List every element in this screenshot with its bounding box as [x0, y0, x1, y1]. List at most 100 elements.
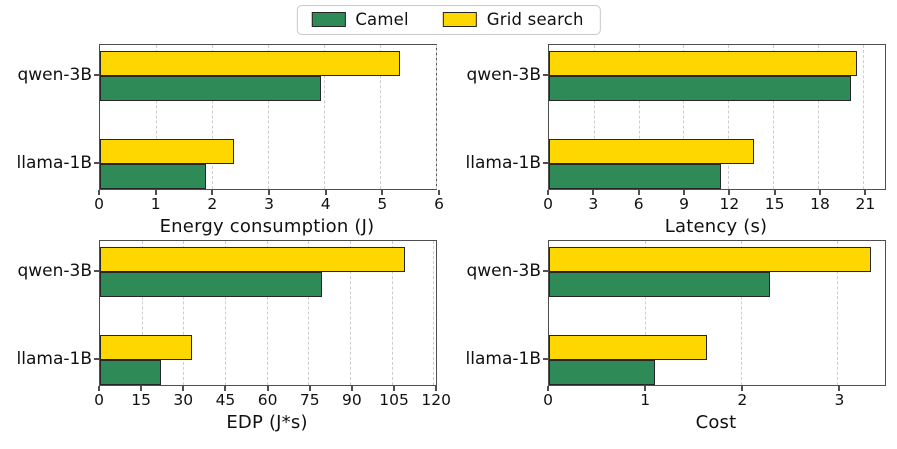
bar-grid-search-qwen-3B — [549, 51, 857, 76]
gridline — [593, 45, 595, 189]
bar-camel-llama-1B — [100, 164, 207, 189]
gridline — [349, 241, 351, 385]
xtick-mark — [268, 190, 270, 195]
xtick-mark — [683, 190, 685, 195]
x-axis-latency: 0 3 6 9 12 15 18 21 — [543, 190, 888, 214]
xtick-label-0: 0 — [543, 195, 553, 213]
gridline — [817, 45, 819, 189]
gridline — [645, 241, 646, 385]
gridline — [433, 241, 435, 385]
gridline — [324, 45, 325, 189]
ytick-mark — [94, 162, 99, 164]
bar-grid-search-llama-1B — [100, 335, 192, 360]
legend-item-grid-search: Grid search — [442, 10, 584, 29]
ytick-label-llama-1B: llama-1B — [465, 349, 541, 369]
ytick-label-qwen-3B: qwen-3B — [466, 65, 541, 85]
gridline — [638, 45, 640, 189]
xtick-label-15: 15 — [131, 391, 152, 409]
bar-grid-search-qwen-3B — [100, 247, 406, 272]
x-axis-energy: 0 1 2 3 4 5 6 — [94, 190, 444, 214]
plot-area-energy — [99, 44, 437, 190]
xtick-label-3: 3 — [264, 195, 274, 213]
xtick-label-9: 9 — [679, 195, 689, 213]
y-axis-latency: qwen-3B llama-1B — [449, 44, 548, 188]
gridline — [268, 45, 269, 189]
ytick-label-qwen-3B: qwen-3B — [17, 261, 92, 281]
gridline — [224, 241, 226, 385]
legend-label-grid-search: Grid search — [486, 10, 584, 29]
bar-camel-qwen-3B — [549, 272, 770, 297]
xtick-label-2: 2 — [207, 195, 218, 213]
xtick-label-1: 1 — [150, 195, 161, 213]
xtick-mark — [838, 386, 841, 391]
subplot-energy: qwen-3B llama-1B 0 1 2 3 4 5 6 Energy consumption… — [0, 44, 448, 244]
xtick-mark — [773, 190, 776, 195]
xtick-label-0: 0 — [543, 391, 553, 409]
bar-grid-search-llama-1B — [100, 139, 235, 164]
gridline — [391, 241, 393, 385]
y-axis-cost: qwen-3B llama-1B — [449, 240, 548, 384]
xtick-label-120: 120 — [421, 391, 451, 409]
xtick-mark — [644, 386, 647, 391]
xtick-label-5: 5 — [377, 195, 388, 213]
xtick-mark — [637, 190, 640, 195]
gridline — [308, 241, 310, 385]
ytick-label-llama-1B: llama-1B — [465, 153, 541, 173]
y-axis-energy: qwen-3B llama-1B — [0, 44, 99, 188]
bar-grid-search-qwen-3B — [549, 247, 871, 272]
xtick-label-0: 0 — [94, 195, 104, 213]
camel-swatch-icon — [311, 12, 346, 27]
y-axis-edp: qwen-3B llama-1B — [0, 240, 99, 384]
xtick-label-2: 2 — [737, 391, 748, 409]
gridline — [837, 241, 838, 385]
gridline — [380, 45, 381, 189]
xtick-label-30: 30 — [173, 391, 194, 409]
xaxis-title-edp: EDP (J*s) — [226, 412, 308, 433]
x-axis-cost: 0 1 2 3 — [543, 386, 888, 410]
xaxis-title-latency: Latency (s) — [664, 216, 768, 237]
ytick-label-qwen-3B: qwen-3B — [17, 65, 92, 85]
bar-camel-llama-1B — [549, 360, 655, 385]
subplot-edp: qwen-3B llama-1B 0 15 30 45 60 75 90 105 120 EDP (J… — [0, 240, 451, 440]
xtick-mark — [350, 386, 353, 391]
gridline — [436, 45, 437, 189]
xtick-label-21: 21 — [855, 195, 876, 213]
gridline — [728, 45, 730, 189]
ytick-label-qwen-3B: qwen-3B — [466, 261, 541, 281]
xtick-mark — [211, 190, 214, 195]
xtick-label-90: 90 — [342, 391, 362, 409]
xtick-mark — [266, 386, 269, 391]
xtick-label-3: 3 — [834, 391, 845, 409]
x-axis-edp: 0 15 30 45 60 75 90 105 120 — [94, 386, 451, 410]
xtick-mark — [592, 190, 595, 195]
xtick-mark — [224, 386, 227, 391]
gridline — [773, 45, 774, 189]
xtick-label-60: 60 — [257, 391, 278, 409]
ytick-mark — [543, 74, 548, 76]
gridline — [741, 241, 742, 385]
xtick-mark — [381, 190, 384, 195]
xtick-mark — [438, 190, 440, 195]
plot-area-cost — [548, 240, 886, 386]
xtick-mark — [393, 386, 396, 391]
gridline — [141, 241, 143, 385]
xtick-mark — [324, 190, 327, 195]
ytick-mark — [94, 270, 99, 272]
xtick-label-6: 6 — [633, 195, 644, 213]
xtick-label-45: 45 — [215, 391, 236, 409]
grid-search-swatch-icon — [442, 12, 477, 27]
bar-grid-search-qwen-3B — [100, 51, 400, 76]
plot-area-edp — [99, 240, 437, 386]
ytick-label-llama-1B: llama-1B — [16, 153, 92, 173]
xtick-mark — [154, 190, 157, 195]
xtick-mark — [308, 386, 311, 391]
subplot-latency: qwen-3B llama-1B 0 3 6 9 12 15 18 21 Latency (s) — [449, 44, 897, 244]
legend-label-camel: Camel — [355, 10, 409, 29]
bar-camel-llama-1B — [549, 164, 721, 189]
bar-camel-qwen-3B — [100, 76, 322, 101]
ytick-mark — [543, 270, 548, 272]
xtick-label-3: 3 — [588, 195, 599, 213]
gridline — [683, 45, 685, 189]
ytick-mark — [94, 74, 99, 76]
